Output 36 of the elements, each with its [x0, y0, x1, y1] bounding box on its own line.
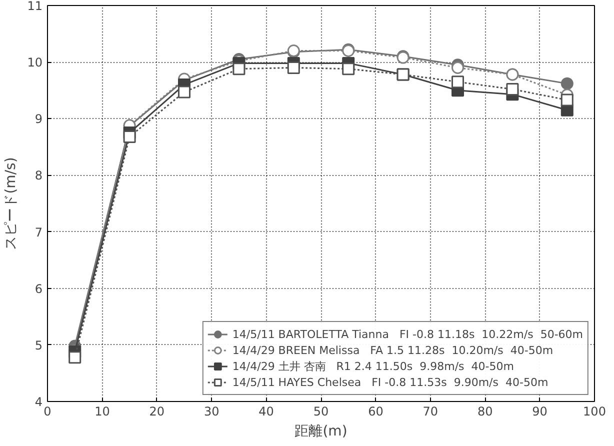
x-tick-label: 0	[44, 404, 52, 418]
x-tick-label: 80	[477, 404, 493, 418]
point	[123, 130, 136, 143]
x-tick-label: 50	[313, 404, 329, 418]
legend-label: 14/5/11 HAYES Chelsea FI -0.8 11.53s 9.90m/s 40-50m	[232, 374, 548, 390]
point	[342, 62, 355, 76]
point	[560, 77, 574, 90]
x-tick-label: 70	[422, 404, 438, 418]
x-tick-label: 100	[583, 404, 606, 418]
legend-label: 14/4/29 土井 杏南 R1 2.4 11.50s 9.98m/s 40-50m	[232, 358, 514, 374]
y-tick-label: 10	[27, 56, 43, 70]
legend-label: 14/5/11 BARTOLETTA Tianna FI -0.8 11.18s 10.22m/s 50-60m	[232, 326, 583, 342]
y-tick-label: 6	[34, 282, 43, 296]
point	[452, 61, 464, 74]
y-tick-label: 4	[34, 395, 43, 409]
point	[178, 86, 190, 98]
x-tick-label: 10	[94, 404, 110, 418]
y-tick-label: 5	[34, 338, 43, 352]
point	[506, 82, 519, 96]
y-tick-label: 9	[34, 112, 43, 126]
x-axis-title: 距離(m)	[294, 424, 348, 440]
y-tick-label: 11	[27, 0, 43, 13]
x-tick-label: 90	[532, 404, 548, 418]
point	[560, 94, 574, 106]
y-axis-title: スピード(m/s)	[3, 157, 20, 250]
x-tick-label: 30	[204, 404, 220, 418]
point	[68, 351, 82, 364]
x-tick-label: 60	[368, 404, 384, 418]
x-tick-label: 40	[258, 404, 274, 418]
point	[287, 61, 300, 74]
y-tick-label: 8	[34, 168, 43, 183]
x-tick-label: 20	[149, 404, 165, 418]
point	[452, 76, 464, 88]
point	[232, 62, 246, 76]
legend-label: 14/4/29 BREEN Melissa FA 1.5 11.28s 10.20m/s 40-50m	[232, 342, 554, 358]
y-tick-label: 7	[34, 225, 43, 240]
